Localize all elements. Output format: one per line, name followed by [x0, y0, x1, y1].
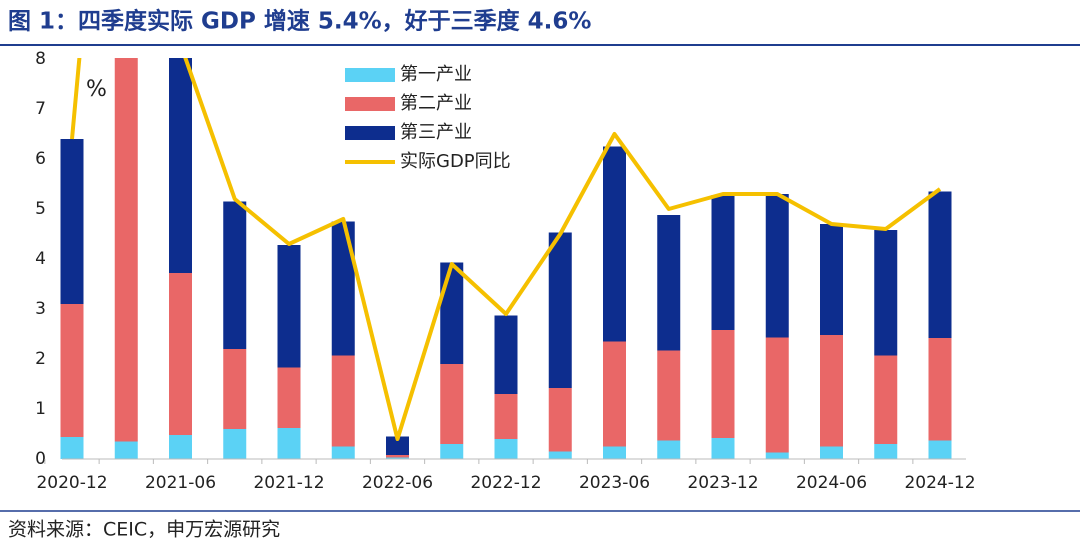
y-tick-label: 0 [35, 449, 46, 469]
bar [603, 146, 626, 342]
bar [657, 350, 681, 441]
bar [494, 439, 518, 459]
bar [494, 394, 518, 439]
bar [169, 273, 192, 435]
legend-swatch [345, 126, 395, 140]
bar [874, 355, 898, 444]
bar [331, 446, 355, 459]
bar [711, 438, 735, 459]
legend-label: 实际GDP同比 [400, 151, 511, 172]
bar [114, 58, 138, 442]
bar [820, 446, 843, 459]
bar [548, 451, 572, 459]
bar [169, 58, 192, 273]
bar [223, 349, 247, 429]
bar [277, 245, 301, 368]
bar [386, 455, 409, 458]
bar [440, 444, 464, 459]
bar [765, 452, 789, 459]
bar [60, 304, 84, 437]
bar [820, 335, 843, 447]
bar [223, 429, 247, 459]
y-tick-label: 5 [35, 199, 46, 219]
source: 资料来源：CEIC，申万宏源研究 [8, 519, 280, 541]
y-tick-label: 6 [35, 149, 46, 169]
bar [603, 341, 626, 447]
y-tick-label: 2 [35, 349, 46, 369]
x-tick-label: 2022-12 [470, 473, 541, 493]
bar [820, 224, 843, 335]
legend-label: 第一产业 [400, 64, 472, 85]
x-tick-label: 2021-12 [253, 473, 324, 493]
bar [169, 435, 192, 459]
bar [114, 441, 138, 459]
bar [657, 215, 681, 351]
chart-title: 图 1：四季度实际 GDP 增速 5.4%，好于三季度 4.6% [8, 8, 591, 35]
plot-area [60, 58, 952, 459]
legend-label: 第二产业 [400, 93, 472, 114]
bar [874, 230, 898, 356]
bar [657, 440, 681, 459]
legend-swatch [345, 97, 395, 111]
x-tick-label: 2024-12 [904, 473, 975, 493]
x-tick-label: 2022-06 [362, 473, 433, 493]
y-tick-label: 8 [35, 49, 46, 69]
bar [331, 355, 355, 447]
bar [386, 436, 409, 455]
bar [711, 195, 735, 330]
bar [874, 444, 898, 459]
bar [711, 330, 735, 438]
bar [494, 315, 518, 394]
y-tick-label: 4 [35, 249, 46, 269]
x-tick-label: 2023-12 [687, 473, 758, 493]
bar [603, 446, 626, 459]
bar [386, 457, 409, 459]
unit-label: % [86, 77, 107, 102]
bar [223, 201, 247, 349]
bar [60, 139, 84, 304]
bar [765, 337, 789, 453]
bar [440, 262, 464, 364]
x-tick-label: 2020-12 [36, 473, 107, 493]
bar [277, 367, 301, 428]
bar [928, 191, 952, 338]
legend-swatch [345, 68, 395, 82]
x-tick-label: 2021-06 [145, 473, 216, 493]
bar [548, 388, 572, 452]
x-tick-label: 2023-06 [579, 473, 650, 493]
bar [928, 338, 952, 441]
bar [60, 437, 84, 459]
bar [440, 364, 464, 444]
y-tick-label: 7 [35, 99, 46, 119]
bar [331, 221, 355, 356]
line [70, 58, 942, 441]
x-tick-label: 2024-06 [796, 473, 867, 493]
y-tick-label: 3 [35, 299, 46, 319]
bar [765, 194, 789, 338]
bar [277, 428, 301, 459]
y-tick-label: 1 [35, 399, 46, 419]
bar [928, 440, 952, 459]
legend-label: 第三产业 [400, 122, 472, 143]
bar [548, 232, 572, 388]
